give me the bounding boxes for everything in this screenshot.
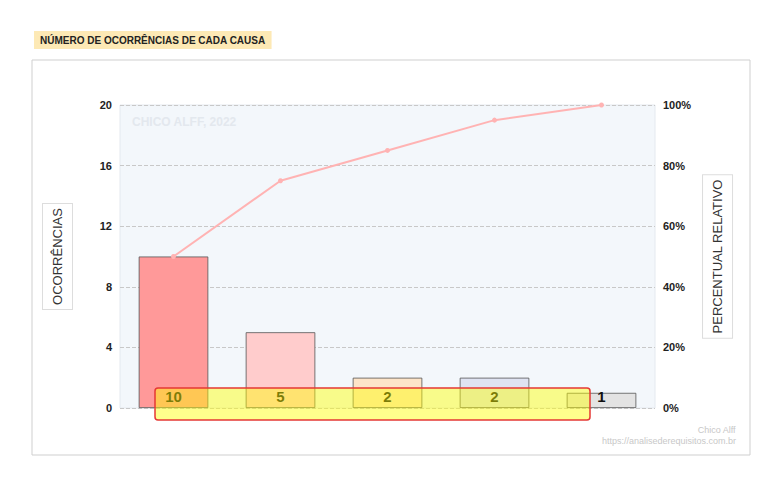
svg-text:16: 16: [100, 160, 112, 172]
svg-text:60%: 60%: [663, 220, 685, 232]
svg-text:40%: 40%: [663, 281, 685, 293]
svg-text:CHICO ALFF, 2022: CHICO ALFF, 2022: [132, 115, 237, 129]
svg-text:80%: 80%: [663, 160, 685, 172]
svg-text:12: 12: [100, 220, 112, 232]
svg-text:1: 1: [597, 388, 605, 405]
svg-text:0%: 0%: [663, 402, 679, 414]
svg-text:NÚMERO DE OCORRÊNCIAS DE CADA: NÚMERO DE OCORRÊNCIAS DE CADA CAUSA: [40, 34, 265, 46]
svg-text:OCORRÊNCIAS: OCORRÊNCIAS: [50, 208, 65, 305]
svg-text:0: 0: [106, 402, 112, 414]
svg-text:PERCENTUAL RELATIVO: PERCENTUAL RELATIVO: [710, 180, 725, 334]
svg-text:Chico Alff: Chico Alff: [698, 425, 736, 435]
svg-text:20: 20: [100, 99, 112, 111]
svg-text:20%: 20%: [663, 341, 685, 353]
svg-text:4: 4: [106, 341, 113, 353]
svg-text:100%: 100%: [663, 99, 691, 111]
svg-text:8: 8: [106, 281, 112, 293]
svg-text:https://analisederequisitos.co: https://analisederequisitos.com.br: [602, 436, 736, 446]
